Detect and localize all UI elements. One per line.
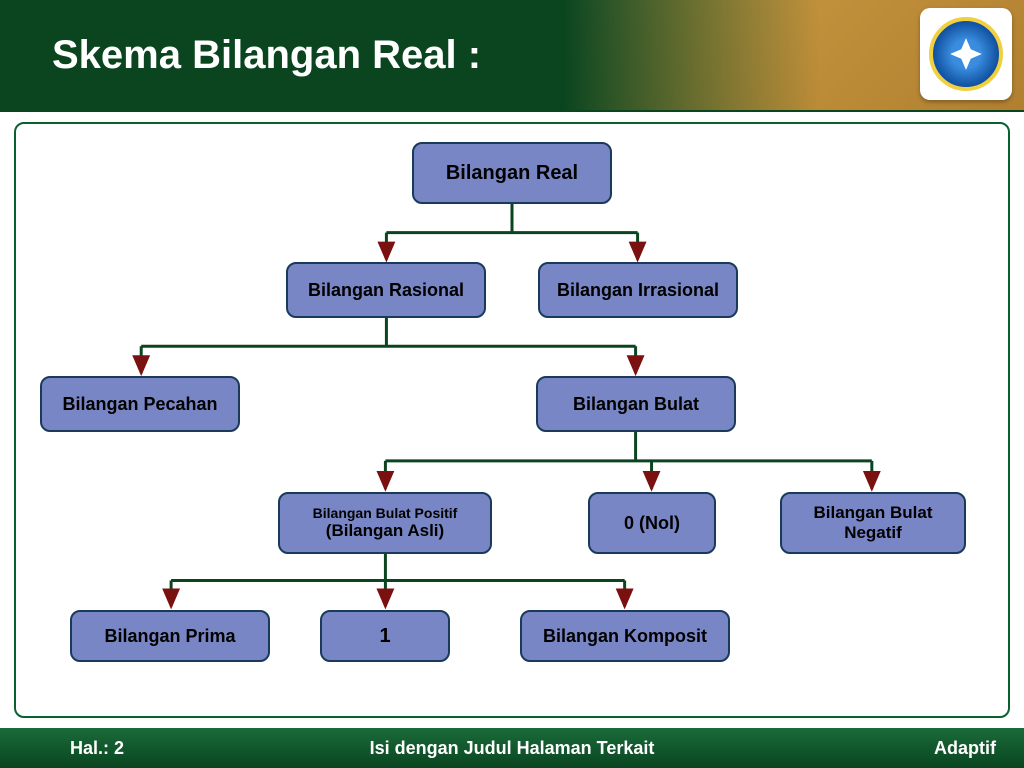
star-emblem-icon [929, 17, 1003, 91]
node-pecahan: Bilangan Pecahan [40, 376, 240, 432]
node-nol: 0 (Nol) [588, 492, 716, 554]
node-irrasional: Bilangan Irrasional [538, 262, 738, 318]
slide-header: Skema Bilangan Real : [0, 0, 1024, 110]
node-sublabel: (Bilangan Asli) [326, 521, 444, 541]
node-label: Bilangan Real [446, 162, 578, 185]
node-label: 1 [379, 625, 390, 648]
node-sublabel: Negatif [844, 523, 902, 543]
node-prima: Bilangan Prima [70, 610, 270, 662]
logo-badge [920, 8, 1012, 100]
node-label: Bilangan Bulat [813, 503, 932, 523]
node-real: Bilangan Real [412, 142, 612, 204]
node-label: Bilangan Prima [104, 626, 235, 647]
node-label: Bilangan Bulat Positif [313, 505, 458, 521]
diagram-area: Bilangan Real Bilangan Rasional Bilangan I… [0, 110, 1024, 728]
node-label: Bilangan Rasional [308, 280, 464, 301]
node-positif: Bilangan Bulat Positif(Bilangan Asli) [278, 492, 492, 554]
slide-footer: Hal.: 2 Isi dengan Judul Halaman Terkait… [0, 728, 1024, 768]
node-label: Bilangan Irrasional [557, 280, 719, 301]
node-label: Bilangan Bulat [573, 394, 699, 415]
node-label: Bilangan Komposit [543, 626, 707, 647]
page-number: Hal.: 2 [70, 738, 124, 759]
node-satu: 1 [320, 610, 450, 662]
slide-title: Skema Bilangan Real : [52, 33, 481, 78]
node-negatif: Bilangan BulatNegatif [780, 492, 966, 554]
node-rasional: Bilangan Rasional [286, 262, 486, 318]
footer-tag: Adaptif [934, 738, 996, 759]
node-label: Bilangan Pecahan [62, 394, 217, 415]
footer-title: Isi dengan Judul Halaman Terkait [370, 738, 655, 759]
node-bulat: Bilangan Bulat [536, 376, 736, 432]
node-komposit: Bilangan Komposit [520, 610, 730, 662]
node-label: 0 (Nol) [624, 513, 680, 534]
